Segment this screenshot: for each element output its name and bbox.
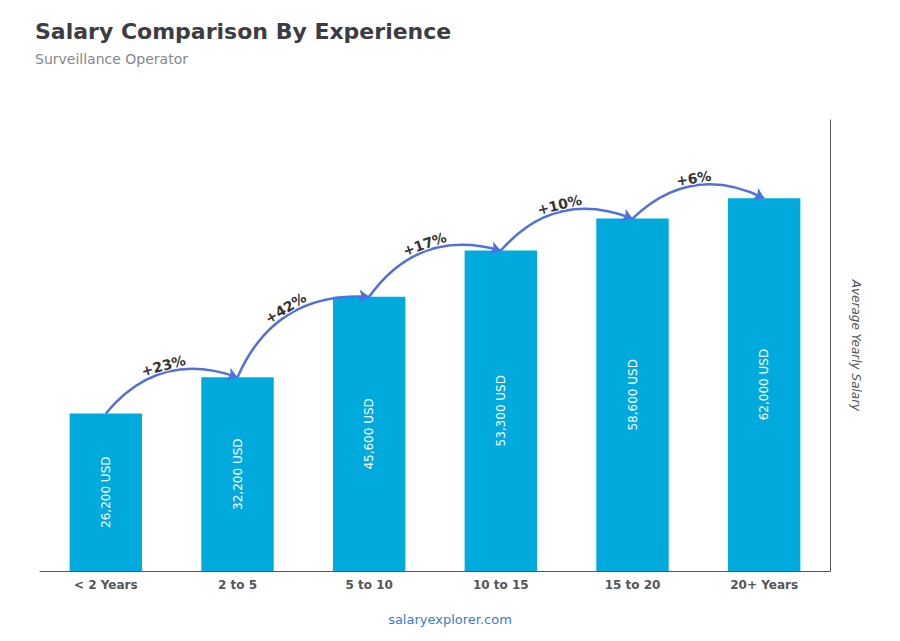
svg-text:+17%: +17% xyxy=(401,229,449,259)
svg-text:Average Yearly Salary: Average Yearly Salary xyxy=(849,279,863,412)
svg-text:15 to 20: 15 to 20 xyxy=(605,578,661,592)
svg-text:2 to 5: 2 to 5 xyxy=(218,578,257,592)
svg-text:+42%: +42% xyxy=(262,289,309,326)
svg-text:10 to 15: 10 to 15 xyxy=(473,578,529,592)
svg-text:+6%: +6% xyxy=(675,168,712,189)
svg-text:salaryexplorer.com: salaryexplorer.com xyxy=(388,612,512,627)
svg-text:53,300 USD: 53,300 USD xyxy=(494,375,508,446)
svg-text:5 to 10: 5 to 10 xyxy=(345,578,392,592)
svg-text:58,600 USD: 58,600 USD xyxy=(626,359,640,430)
svg-text:+23%: +23% xyxy=(140,352,188,379)
svg-text:Surveillance Operator: Surveillance Operator xyxy=(35,51,188,67)
svg-text:45,600 USD: 45,600 USD xyxy=(362,398,376,469)
svg-text:20+ Years: 20+ Years xyxy=(730,578,798,592)
svg-text:32,200 USD: 32,200 USD xyxy=(231,438,245,509)
svg-text:< 2 Years: < 2 Years xyxy=(74,578,138,592)
svg-text:26,200 USD: 26,200 USD xyxy=(99,456,113,527)
svg-text:62,000 USD: 62,000 USD xyxy=(757,349,771,420)
svg-text:+10%: +10% xyxy=(536,192,584,218)
svg-text:Salary Comparison By Experienc: Salary Comparison By Experience xyxy=(35,19,451,44)
